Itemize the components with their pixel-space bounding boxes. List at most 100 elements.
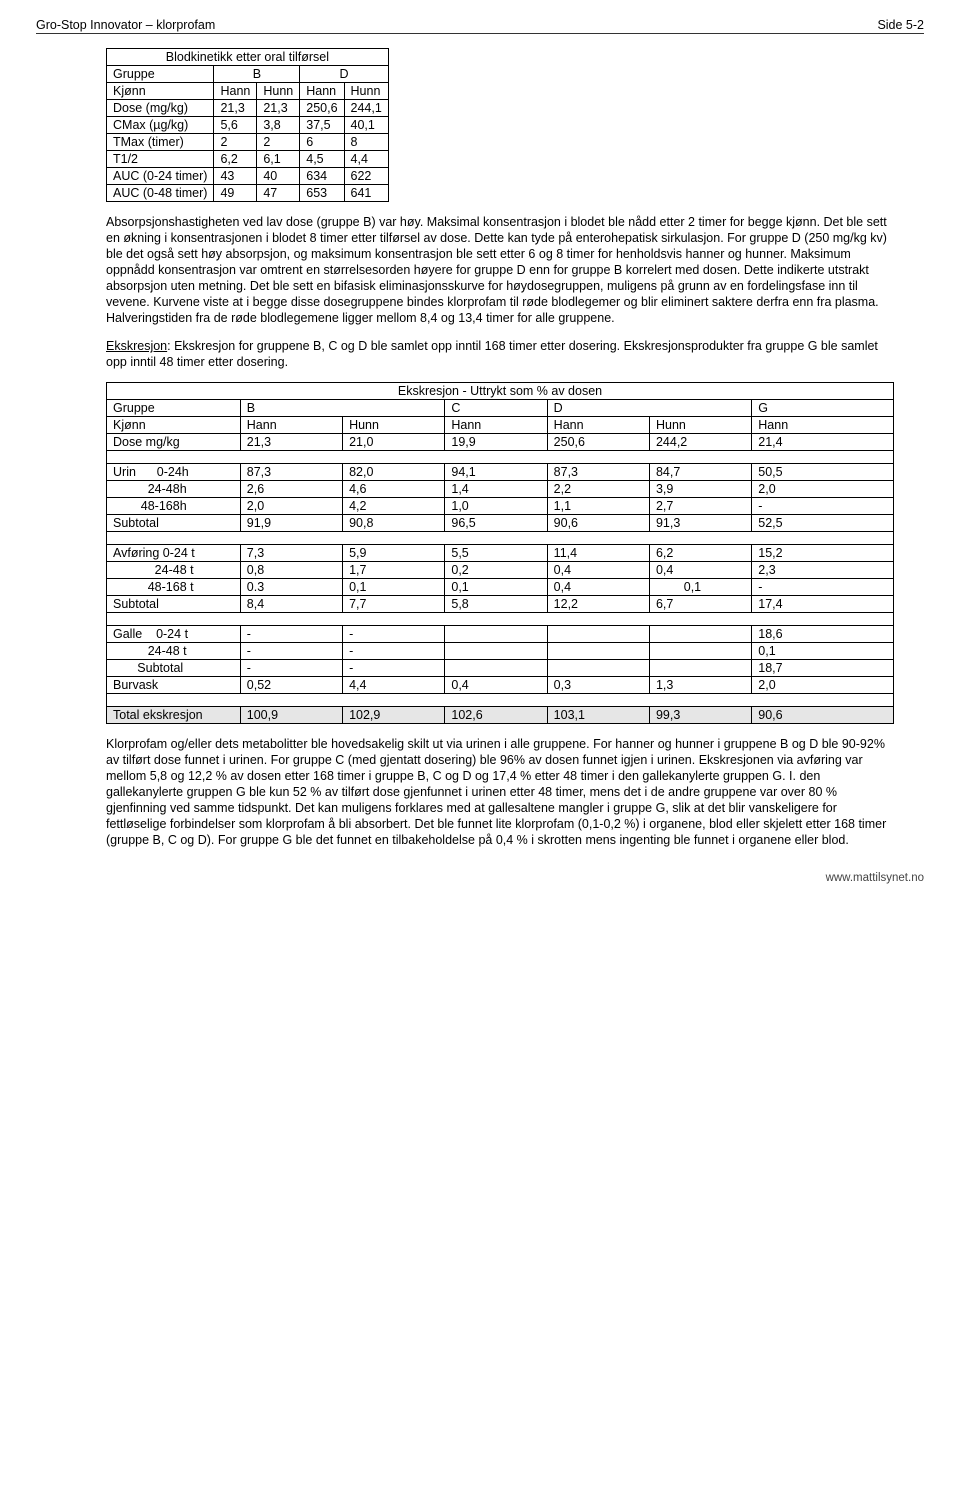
t2-dose-label: Dose mg/kg (107, 434, 241, 451)
t2-cell: 103,1 (547, 707, 649, 724)
t1-group-d: D (300, 66, 389, 83)
para-absorpsjon: Absorpsjonshastigheten ved lav dose (gru… (106, 214, 894, 326)
t2-cell: 87,3 (547, 464, 649, 481)
t1-cell: 21,3 (257, 100, 300, 117)
t1-sex-label: Kjønn (107, 83, 214, 100)
t1-cell: 622 (344, 168, 388, 185)
t2-cell: - (343, 643, 445, 660)
para-ekskresjon-intro: Ekskresjon: Ekskresjon for gruppene B, C… (106, 338, 894, 370)
t2-cell: 4,6 (343, 481, 445, 498)
t2-sex-1: Hunn (343, 417, 445, 434)
t1-title: Blodkinetikk etter oral tilførsel (107, 49, 389, 66)
t2-cell: 50,5 (752, 464, 894, 481)
t2-sex-label: Kjønn (107, 417, 241, 434)
t2-cell: 0,8 (240, 562, 342, 579)
t1-row-label: CMax (µg/kg) (107, 117, 214, 134)
t2-cell (547, 626, 649, 643)
t1-cell: 40,1 (344, 117, 388, 134)
t1-cell: 244,1 (344, 100, 388, 117)
t2-cell: - (240, 626, 342, 643)
t2-cell: 4,2 (343, 498, 445, 515)
t2-cell: 1,1 (547, 498, 649, 515)
t2-row-label: Subtotal (107, 515, 241, 532)
t2-sex-5: Hann (752, 417, 894, 434)
t2-dose-2: 19,9 (445, 434, 547, 451)
t2-cell (547, 643, 649, 660)
t2-group-label: Gruppe (107, 400, 241, 417)
t2-cell: 18,7 (752, 660, 894, 677)
t1-cell: 40 (257, 168, 300, 185)
t2-sex-2: Hann (445, 417, 547, 434)
t1-row-label: AUC (0-24 timer) (107, 168, 214, 185)
t1-cell: 2 (214, 134, 257, 151)
t2-row-label: Burvask (107, 677, 241, 694)
t2-cell (649, 643, 751, 660)
t2-row-label: 24-48h (107, 481, 241, 498)
t2-cell: 0,4 (649, 562, 751, 579)
t2-cell: 2,7 (649, 498, 751, 515)
t1-cell: 6 (300, 134, 344, 151)
t1-cell: 43 (214, 168, 257, 185)
t2-row-label: 48-168 t (107, 579, 241, 596)
t2-cell: 2,2 (547, 481, 649, 498)
t2-grp-b: B (240, 400, 445, 417)
t2-cell: 8,4 (240, 596, 342, 613)
header-right: Side 5-2 (877, 18, 924, 32)
t1-group-label: Gruppe (107, 66, 214, 83)
t2-cell: 6,2 (649, 545, 751, 562)
t1-cell: 3,8 (257, 117, 300, 134)
t2-cell: - (343, 660, 445, 677)
t2-cell (445, 626, 547, 643)
t1-cell: 6,1 (257, 151, 300, 168)
t2-cell: 1,4 (445, 481, 547, 498)
t1-row-label: Dose (mg/kg) (107, 100, 214, 117)
t2-cell: 5,8 (445, 596, 547, 613)
t2-cell: 0,2 (445, 562, 547, 579)
para2-label: Ekskresjon (106, 339, 167, 353)
t2-row-label: 48-168h (107, 498, 241, 515)
t2-cell: 5,5 (445, 545, 547, 562)
t2-cell: 96,5 (445, 515, 547, 532)
t2-cell: 0,1 (649, 579, 751, 596)
t1-row-label: T1/2 (107, 151, 214, 168)
t2-cell: 102,9 (343, 707, 445, 724)
t2-cell: 0,4 (547, 579, 649, 596)
t2-cell: 94,1 (445, 464, 547, 481)
t1-cell: 2 (257, 134, 300, 151)
t2-dose-1: 21,0 (343, 434, 445, 451)
t1-cell: 653 (300, 185, 344, 202)
t2-dose-3: 250,6 (547, 434, 649, 451)
t2-cell: 90,6 (752, 707, 894, 724)
footer-url: www.mattilsynet.no (36, 872, 924, 884)
t1-cell: 37,5 (300, 117, 344, 134)
t1-sex-2: Hann (300, 83, 344, 100)
t2-cell: 1,0 (445, 498, 547, 515)
t2-cell: 18,6 (752, 626, 894, 643)
para2-body: : Ekskresjon for gruppene B, C og D ble … (106, 339, 878, 369)
t2-cell: 0.3 (240, 579, 342, 596)
t2-dose-5: 21,4 (752, 434, 894, 451)
t1-cell: 47 (257, 185, 300, 202)
spacer (107, 613, 894, 626)
t2-cell: 2,6 (240, 481, 342, 498)
t2-sex-4: Hunn (649, 417, 751, 434)
t2-cell: 2,0 (240, 498, 342, 515)
t2-cell: 52,5 (752, 515, 894, 532)
t1-sex-1: Hunn (257, 83, 300, 100)
t2-cell: 0,4 (547, 562, 649, 579)
t2-cell (445, 660, 547, 677)
t2-cell: 1,7 (343, 562, 445, 579)
t2-cell: - (752, 498, 894, 515)
t2-cell: 2,0 (752, 677, 894, 694)
t2-cell: - (240, 643, 342, 660)
t2-row-label: Total ekskresjon (107, 707, 241, 724)
t1-cell: 250,6 (300, 100, 344, 117)
t2-cell: 102,6 (445, 707, 547, 724)
t2-cell: 91,3 (649, 515, 751, 532)
t2-cell: 3,9 (649, 481, 751, 498)
t2-cell: 87,3 (240, 464, 342, 481)
t2-cell (649, 626, 751, 643)
t1-cell: 21,3 (214, 100, 257, 117)
spacer (107, 694, 894, 707)
t2-cell: 2,0 (752, 481, 894, 498)
